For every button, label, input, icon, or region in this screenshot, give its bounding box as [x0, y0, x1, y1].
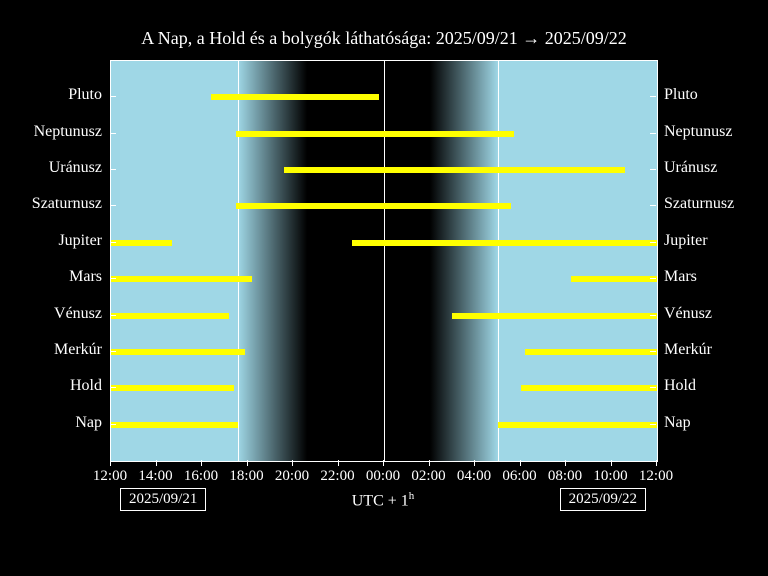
twilight-gradient [430, 61, 498, 461]
x-tick-label: 16:00 [184, 468, 218, 485]
x-tick [383, 460, 384, 466]
y-tick [110, 133, 116, 134]
twilight-gradient [238, 61, 306, 461]
chart-title: A Nap, a Hold és a bolygók láthatósága: … [0, 28, 768, 49]
x-tick [247, 460, 248, 466]
y-tick [650, 96, 656, 97]
y-tick [110, 96, 116, 97]
body-label-right: Hold [664, 377, 696, 395]
body-label-right: Neptunusz [664, 123, 732, 141]
body-label-right: Vénusz [664, 305, 712, 323]
x-tick-label: 12:00 [93, 468, 127, 485]
y-tick [110, 315, 116, 316]
y-tick [110, 205, 116, 206]
body-label-right: Pluto [664, 86, 698, 104]
x-tick [156, 460, 157, 466]
visibility-bar [111, 313, 229, 319]
visibility-bar [111, 349, 245, 355]
y-tick [110, 351, 116, 352]
y-tick [650, 205, 656, 206]
x-tick-label: 10:00 [593, 468, 627, 485]
body-label-right: Szaturnusz [664, 195, 734, 213]
x-tick [110, 460, 111, 466]
y-tick [110, 242, 116, 243]
x-tick [201, 460, 202, 466]
y-tick [650, 278, 656, 279]
y-tick [110, 387, 116, 388]
x-tick-label: 20:00 [275, 468, 309, 485]
y-tick [650, 351, 656, 352]
visibility-bar [525, 349, 657, 355]
body-label-left: Jupiter [58, 232, 102, 250]
x-tick-label: 18:00 [229, 468, 263, 485]
visibility-bar [498, 422, 657, 428]
x-tick-label: 14:00 [138, 468, 172, 485]
x-tick [474, 460, 475, 466]
y-tick [110, 424, 116, 425]
visibility-bar [236, 131, 514, 137]
daylight-region [111, 61, 238, 461]
x-tick-label: 12:00 [639, 468, 673, 485]
y-tick [650, 424, 656, 425]
x-tick [429, 460, 430, 466]
visibility-bar [111, 422, 238, 428]
day-boundary-line [238, 61, 239, 461]
x-tick [611, 460, 612, 466]
visibility-bar [521, 385, 658, 391]
body-label-right: Nap [664, 414, 691, 432]
visibility-bar [111, 240, 172, 246]
body-label-left: Uránusz [49, 159, 102, 177]
date-start-box: 2025/09/21 [120, 488, 206, 511]
body-label-left: Szaturnusz [32, 195, 102, 213]
visibility-bar [452, 313, 657, 319]
day-boundary-line [498, 61, 499, 461]
body-label-right: Uránusz [664, 159, 717, 177]
visibility-bar [284, 167, 625, 173]
body-label-left: Pluto [68, 86, 102, 104]
y-tick [110, 169, 116, 170]
visibility-bar [111, 276, 252, 282]
y-tick [650, 387, 656, 388]
body-label-right: Jupiter [664, 232, 708, 250]
visibility-bar [236, 203, 511, 209]
daylight-region [498, 61, 657, 461]
y-tick [650, 133, 656, 134]
x-tick-label: 02:00 [411, 468, 445, 485]
x-tick-label: 04:00 [457, 468, 491, 485]
x-tick [656, 460, 657, 466]
body-label-left: Merkúr [54, 341, 102, 359]
y-tick [650, 315, 656, 316]
timezone-label: UTC + 1h [352, 490, 415, 510]
x-tick-label: 22:00 [320, 468, 354, 485]
body-label-left: Hold [70, 377, 102, 395]
y-tick [650, 242, 656, 243]
x-tick-label: 00:00 [366, 468, 400, 485]
x-tick [520, 460, 521, 466]
plot-area [110, 60, 658, 462]
body-label-right: Mars [664, 268, 697, 286]
x-tick-label: 08:00 [548, 468, 582, 485]
body-label-left: Vénusz [54, 305, 102, 323]
y-tick [650, 169, 656, 170]
y-tick [110, 278, 116, 279]
visibility-bar [111, 385, 234, 391]
body-label-right: Merkúr [664, 341, 712, 359]
x-tick [565, 460, 566, 466]
body-label-left: Nap [75, 414, 102, 432]
x-tick [338, 460, 339, 466]
midnight-line [384, 61, 385, 461]
body-label-left: Mars [69, 268, 102, 286]
visibility-bar [352, 240, 657, 246]
x-tick-label: 06:00 [502, 468, 536, 485]
date-end-box: 2025/09/22 [560, 488, 646, 511]
x-tick [292, 460, 293, 466]
visibility-bar [571, 276, 657, 282]
body-label-left: Neptunusz [34, 123, 102, 141]
visibility-bar [211, 94, 379, 100]
